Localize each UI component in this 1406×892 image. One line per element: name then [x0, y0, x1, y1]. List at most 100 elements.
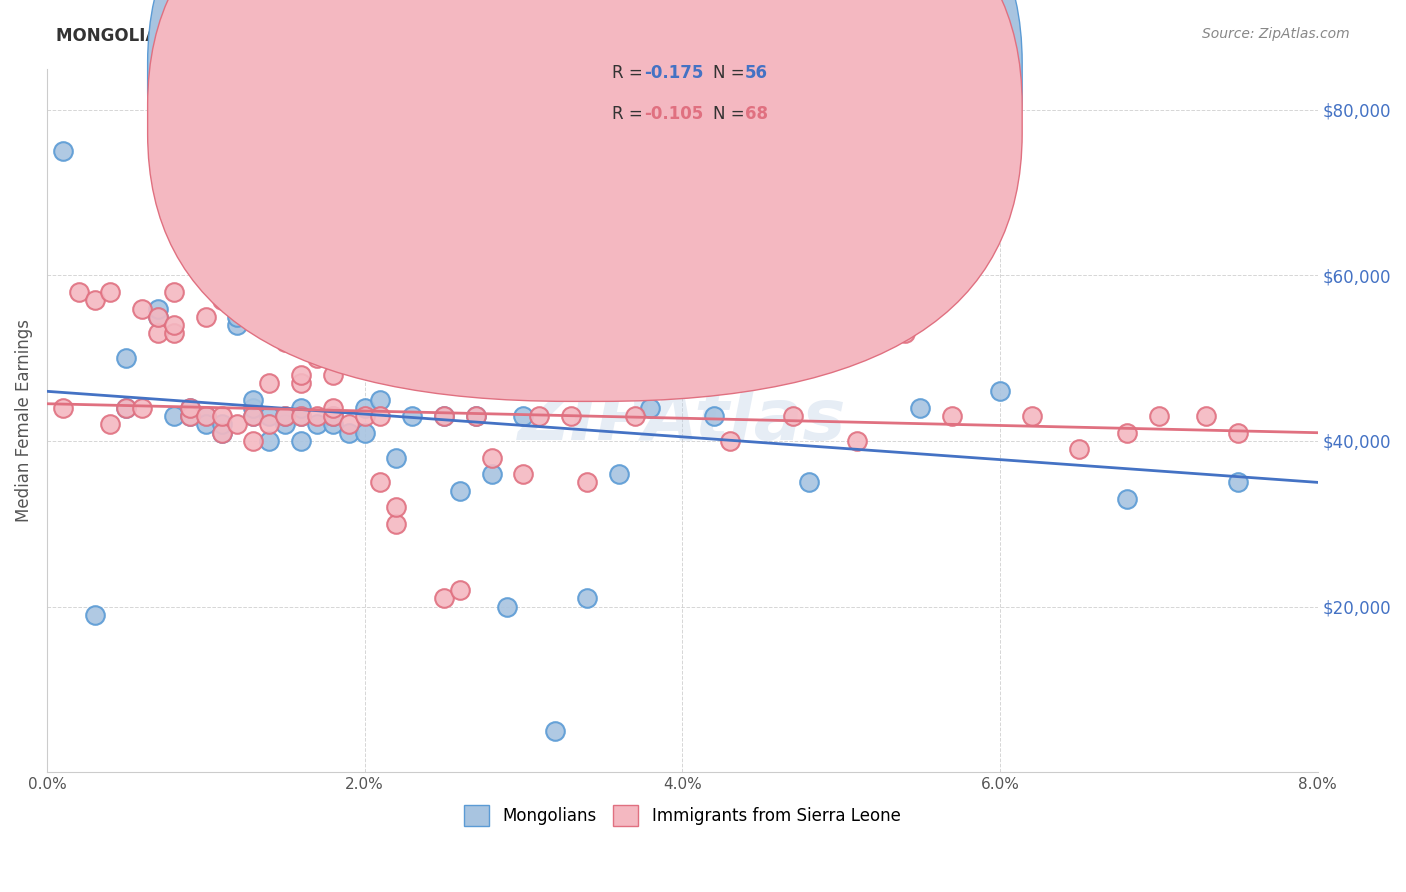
- Point: [305, 409, 328, 424]
- Point: [910, 401, 932, 415]
- Text: Source: ZipAtlas.com: Source: ZipAtlas.com: [1202, 27, 1350, 41]
- Point: [575, 591, 598, 606]
- Point: [163, 409, 186, 424]
- Point: [671, 326, 693, 341]
- Point: [512, 409, 534, 424]
- Point: [242, 401, 264, 415]
- Point: [322, 368, 344, 382]
- Point: [226, 318, 249, 332]
- Point: [433, 409, 456, 424]
- Point: [845, 434, 868, 448]
- Point: [640, 401, 662, 415]
- Point: [290, 368, 312, 382]
- Point: [211, 425, 233, 440]
- Point: [1227, 475, 1250, 490]
- Point: [481, 450, 503, 465]
- Point: [607, 467, 630, 481]
- Point: [305, 417, 328, 432]
- Point: [799, 475, 821, 490]
- Point: [481, 467, 503, 481]
- Point: [242, 434, 264, 448]
- Point: [401, 409, 423, 424]
- Point: [464, 409, 486, 424]
- Text: ZIPAtlas: ZIPAtlas: [517, 385, 846, 455]
- Point: [179, 401, 201, 415]
- Point: [337, 425, 360, 440]
- Point: [257, 434, 280, 448]
- Point: [211, 417, 233, 432]
- Text: 68: 68: [745, 104, 768, 122]
- Point: [544, 723, 567, 738]
- Point: [163, 326, 186, 341]
- Point: [194, 417, 217, 432]
- Point: [529, 409, 551, 424]
- Point: [83, 293, 105, 308]
- Point: [100, 285, 122, 299]
- Point: [464, 409, 486, 424]
- Point: [290, 376, 312, 390]
- Point: [305, 351, 328, 366]
- Y-axis label: Median Female Earnings: Median Female Earnings: [15, 318, 32, 522]
- Point: [194, 310, 217, 324]
- Point: [52, 145, 75, 159]
- Point: [385, 450, 408, 465]
- Point: [131, 301, 153, 316]
- Point: [257, 301, 280, 316]
- Point: [449, 483, 471, 498]
- Point: [194, 409, 217, 424]
- Point: [1069, 442, 1091, 457]
- Point: [290, 409, 312, 424]
- Point: [274, 417, 297, 432]
- Point: [322, 409, 344, 424]
- Point: [703, 409, 725, 424]
- Point: [560, 409, 582, 424]
- Point: [100, 417, 122, 432]
- Point: [179, 401, 201, 415]
- Point: [322, 409, 344, 424]
- Point: [274, 310, 297, 324]
- Point: [226, 301, 249, 316]
- Point: [163, 285, 186, 299]
- Point: [1116, 425, 1139, 440]
- Point: [257, 417, 280, 432]
- Point: [1116, 491, 1139, 506]
- Point: [290, 434, 312, 448]
- Point: [1147, 409, 1170, 424]
- Point: [211, 409, 233, 424]
- Point: [257, 409, 280, 424]
- Text: N =: N =: [713, 104, 749, 122]
- Point: [226, 310, 249, 324]
- Point: [370, 475, 392, 490]
- Point: [575, 475, 598, 490]
- Point: [370, 392, 392, 407]
- Point: [416, 227, 439, 241]
- Point: [115, 351, 138, 366]
- Text: MONGOLIAN VS IMMIGRANTS FROM SIERRA LEONE MEDIAN FEMALE EARNINGS CORRELATION CHA: MONGOLIAN VS IMMIGRANTS FROM SIERRA LEON…: [56, 27, 1000, 45]
- Point: [290, 409, 312, 424]
- Point: [242, 310, 264, 324]
- Point: [146, 310, 169, 324]
- Point: [257, 376, 280, 390]
- Point: [353, 401, 375, 415]
- Point: [146, 326, 169, 341]
- Point: [146, 310, 169, 324]
- Point: [242, 409, 264, 424]
- Point: [1021, 409, 1043, 424]
- Point: [305, 310, 328, 324]
- Point: [623, 409, 645, 424]
- Point: [385, 500, 408, 515]
- Point: [242, 409, 264, 424]
- Point: [433, 409, 456, 424]
- Point: [131, 401, 153, 415]
- Point: [1227, 425, 1250, 440]
- Text: -0.175: -0.175: [644, 64, 703, 82]
- Point: [337, 293, 360, 308]
- Point: [146, 301, 169, 316]
- Point: [401, 277, 423, 291]
- Point: [52, 401, 75, 415]
- Text: N =: N =: [713, 64, 749, 82]
- Point: [67, 285, 90, 299]
- Point: [337, 417, 360, 432]
- Point: [274, 293, 297, 308]
- Point: [179, 409, 201, 424]
